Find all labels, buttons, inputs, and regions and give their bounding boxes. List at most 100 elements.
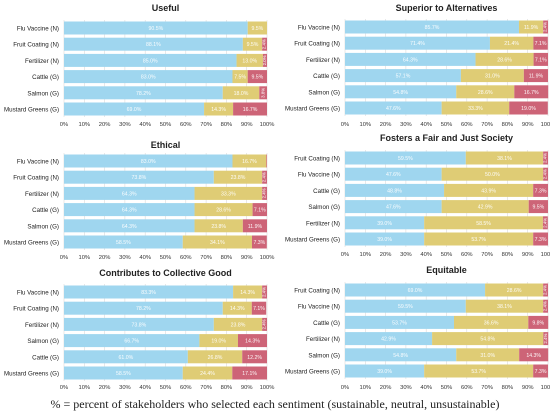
- bar-segment: [64, 21, 248, 35]
- x-tick-label: 30%: [400, 252, 412, 258]
- data-label: 90.5%: [148, 26, 163, 32]
- x-tick-label: 50%: [160, 385, 172, 391]
- data-label: 34.1%: [210, 240, 225, 246]
- data-label: 71.4%: [410, 41, 425, 47]
- bar-segment: [64, 350, 188, 364]
- x-tick-label: 0%: [341, 252, 349, 258]
- data-label: 57.1%: [396, 74, 411, 80]
- data-label: 19.0%: [521, 106, 536, 112]
- category-label: Fertilizer (N): [306, 57, 340, 64]
- bar-segment: [64, 334, 200, 348]
- x-tick-label: 90%: [522, 122, 534, 128]
- category-label: Salmon (G): [27, 90, 59, 97]
- data-label: 61.0%: [119, 355, 134, 361]
- bar-segment: [533, 183, 548, 197]
- bar-segment: [345, 183, 445, 197]
- bar-segment: [485, 283, 544, 297]
- data-label: 50.0%: [485, 172, 500, 178]
- bar-segment: [345, 85, 457, 99]
- data-label: 78.2%: [136, 306, 151, 312]
- data-label: 16.7%: [242, 159, 257, 165]
- data-label: 11.9%: [524, 25, 539, 31]
- bar-segment: [233, 102, 267, 116]
- data-label: 7.1%: [535, 57, 547, 63]
- x-tick-label: 60%: [461, 385, 473, 391]
- bar-segment: [251, 235, 267, 249]
- data-label: 16.7%: [243, 107, 258, 113]
- x-tick-label: 100%: [541, 385, 550, 391]
- data-label: 28.6%: [216, 208, 231, 214]
- x-tick-label: 90%: [522, 385, 534, 391]
- bar-segment: [543, 167, 548, 181]
- x-tick-label: 40%: [420, 252, 432, 258]
- data-label: 2.4%: [543, 153, 548, 163]
- bar-segment: [204, 102, 234, 116]
- bar-segment: [345, 283, 486, 297]
- bar-segment: [64, 86, 223, 100]
- category-label: Mustard Greens (G): [4, 371, 59, 378]
- data-label: 13.0%: [242, 58, 257, 64]
- category-label: Mustard Greens (G): [4, 240, 59, 247]
- data-label: 58.5%: [476, 221, 491, 227]
- category-label: Mustard Greens (G): [4, 107, 59, 114]
- bar-segment: [518, 20, 544, 34]
- category-label: Mustard Greens (G): [285, 106, 340, 113]
- x-tick-label: 40%: [139, 385, 151, 391]
- data-label: 54.8%: [393, 353, 408, 359]
- data-label: 85.0%: [143, 58, 158, 64]
- bar-segment: [252, 203, 267, 217]
- data-label: 59.5%: [398, 304, 413, 310]
- data-label: 2.4%: [262, 287, 267, 297]
- x-tick-label: 20%: [380, 252, 392, 258]
- category-label: Salmon (G): [308, 89, 340, 96]
- x-tick-label: 10%: [78, 385, 90, 391]
- bar-segment: [345, 52, 476, 66]
- x-tick-label: 40%: [420, 122, 432, 128]
- bar-segment: [222, 86, 260, 100]
- bar-segment: [64, 170, 214, 184]
- data-label: 7.3%: [253, 240, 265, 246]
- bar-segment: [194, 186, 263, 200]
- bar-segment: [432, 332, 544, 346]
- x-tick-label: 30%: [400, 385, 412, 391]
- bar-segment: [233, 285, 263, 299]
- bar-segment: [199, 334, 238, 348]
- bar-segment: [345, 299, 466, 313]
- data-label: 2.4%: [543, 22, 548, 32]
- x-tick-label: 60%: [180, 122, 192, 128]
- bar-segment: [64, 285, 234, 299]
- data-label: 36.6%: [484, 320, 499, 326]
- data-label: 2.4%: [262, 319, 267, 329]
- x-tick-label: 20%: [380, 122, 392, 128]
- bar-segment: [64, 317, 214, 331]
- data-label: 58.5%: [116, 371, 131, 377]
- bar-segment: [64, 70, 233, 84]
- x-tick-label: 90%: [522, 252, 534, 258]
- x-tick-label: 10%: [359, 252, 371, 258]
- x-tick-label: 0%: [341, 385, 349, 391]
- data-label: 24.4%: [200, 371, 215, 377]
- bar-segment: [213, 170, 263, 184]
- bar-segment: [543, 283, 548, 297]
- data-label: 69.0%: [408, 288, 423, 294]
- bar-segment: [345, 348, 457, 362]
- x-tick-label: 100%: [541, 252, 550, 258]
- data-label: 73.8%: [132, 175, 147, 181]
- bar-segment: [533, 36, 548, 50]
- data-label: 33.3%: [468, 106, 483, 112]
- category-label: Fruit Coating (N): [13, 42, 59, 49]
- data-label: 17.1%: [242, 371, 257, 377]
- data-label: 2.4%: [543, 218, 548, 228]
- x-tick-label: 10%: [78, 255, 90, 261]
- category-label: Salmon (G): [27, 338, 59, 345]
- x-tick-label: 80%: [502, 122, 514, 128]
- x-tick-label: 10%: [78, 122, 90, 128]
- x-tick-label: 80%: [221, 255, 233, 261]
- data-label: 42.9%: [478, 205, 493, 211]
- bar-segment: [460, 69, 524, 83]
- data-label: 64.3%: [122, 191, 137, 197]
- x-tick-label: 70%: [481, 385, 493, 391]
- chart-title: Fosters a Fair and Just Society: [380, 133, 513, 143]
- bar-segment: [533, 232, 548, 246]
- bar-segment: [222, 301, 252, 315]
